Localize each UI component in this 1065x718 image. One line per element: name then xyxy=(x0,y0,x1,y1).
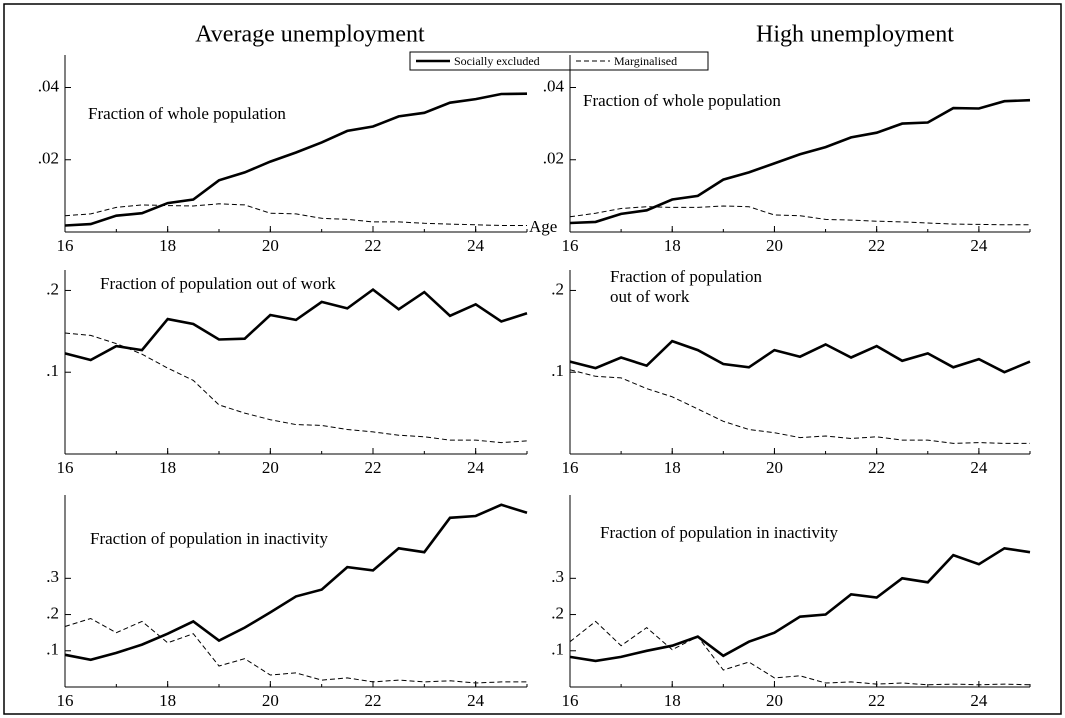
annotation: Fraction of population in inactivity xyxy=(90,529,328,548)
annotation: Fraction of population out of work xyxy=(100,274,336,293)
y-tick-label: .3 xyxy=(46,567,59,586)
panel-title: Average unemployment xyxy=(195,22,425,48)
x-tick-label: 20 xyxy=(262,236,279,255)
x-axis-label: Age xyxy=(529,217,557,236)
y-tick-label: .2 xyxy=(46,603,59,622)
x-tick-label: 24 xyxy=(970,236,988,255)
x-tick-label: 20 xyxy=(766,691,783,710)
legend-box xyxy=(409,51,709,71)
y-tick-label: .1 xyxy=(551,361,564,380)
data-line xyxy=(64,287,528,362)
data-line xyxy=(64,92,528,227)
y-tick-label: .04 xyxy=(543,76,565,95)
x-tick-label: 16 xyxy=(562,691,579,710)
y-tick-label: .1 xyxy=(46,361,59,380)
x-tick-label: 16 xyxy=(57,691,74,710)
annotation: Fraction of population in inactivity xyxy=(600,523,838,542)
data-line xyxy=(569,339,1031,374)
x-tick-label: 16 xyxy=(57,458,74,477)
x-tick-label: 24 xyxy=(467,458,485,477)
x-tick-label: 22 xyxy=(365,691,382,710)
y-tick-label: .2 xyxy=(551,279,564,298)
annotation: out of work xyxy=(610,287,690,306)
x-tick-label: 20 xyxy=(766,236,783,255)
annotation: Fraction of whole population xyxy=(583,91,781,110)
x-tick-label: 24 xyxy=(467,236,485,255)
x-tick-label: 18 xyxy=(159,458,176,477)
y-tick-label: .02 xyxy=(543,149,564,168)
y-tick-label: .2 xyxy=(46,279,59,298)
x-tick-label: 22 xyxy=(365,236,382,255)
y-tick-label: .04 xyxy=(38,76,60,95)
x-tick-label: 22 xyxy=(868,691,885,710)
x-tick-label: 16 xyxy=(562,236,579,255)
data-line xyxy=(569,98,1031,225)
panel-title: High unemployment xyxy=(756,22,954,48)
y-tick-label: .1 xyxy=(551,640,564,659)
data-line xyxy=(569,369,1030,444)
x-tick-label: 24 xyxy=(970,691,988,710)
x-tick-label: 18 xyxy=(664,458,681,477)
x-tick-label: 22 xyxy=(868,236,885,255)
x-tick-label: 18 xyxy=(664,236,681,255)
x-tick-label: 20 xyxy=(262,458,279,477)
data-line xyxy=(569,546,1031,663)
x-tick-label: 16 xyxy=(57,236,74,255)
legend-label: Marginalised xyxy=(614,54,677,68)
legend-label: Socially excluded xyxy=(454,54,540,68)
data-line xyxy=(569,205,1030,226)
y-tick-label: .1 xyxy=(46,640,59,659)
x-tick-label: 20 xyxy=(766,458,783,477)
x-tick-label: 18 xyxy=(159,236,176,255)
x-tick-label: 24 xyxy=(467,691,485,710)
x-tick-label: 18 xyxy=(159,691,176,710)
annotation: Fraction of whole population xyxy=(88,104,286,123)
data-line xyxy=(569,620,1031,686)
data-line xyxy=(64,617,527,684)
frame xyxy=(3,3,1062,715)
y-tick-label: .3 xyxy=(551,567,564,586)
x-tick-label: 22 xyxy=(868,458,885,477)
y-tick-label: .2 xyxy=(551,603,564,622)
annotation: Fraction of population xyxy=(610,267,763,286)
x-tick-label: 20 xyxy=(262,691,279,710)
x-tick-label: 18 xyxy=(664,691,681,710)
x-tick-label: 16 xyxy=(562,458,579,477)
y-tick-label: .02 xyxy=(38,149,59,168)
data-line xyxy=(64,332,528,444)
data-line xyxy=(64,203,527,226)
data-line xyxy=(64,503,528,662)
x-tick-label: 24 xyxy=(970,458,988,477)
x-tick-label: 22 xyxy=(365,458,382,477)
